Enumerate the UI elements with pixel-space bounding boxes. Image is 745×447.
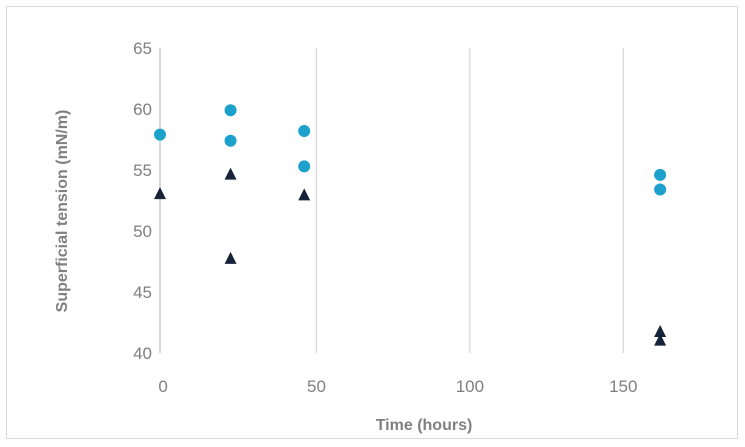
y-tick-label: 55 bbox=[133, 161, 152, 180]
x-tick-label: 150 bbox=[609, 377, 637, 396]
x-tick-label: 50 bbox=[307, 377, 326, 396]
y-tick-label: 45 bbox=[133, 283, 152, 302]
x-tick-label: 100 bbox=[456, 377, 484, 396]
x-tick-label: 0 bbox=[158, 377, 167, 396]
circle-point bbox=[224, 104, 237, 117]
data-series bbox=[154, 104, 667, 346]
triangle-point bbox=[154, 187, 166, 200]
chart-frame bbox=[6, 6, 738, 439]
triangle-point bbox=[654, 325, 667, 338]
circle-point bbox=[154, 128, 166, 141]
circle-point bbox=[654, 183, 667, 196]
x-tick-labels: 0 50 100 150 bbox=[158, 377, 637, 396]
y-tick-label: 60 bbox=[133, 100, 152, 119]
y-tick-label: 40 bbox=[133, 344, 152, 363]
circle-point bbox=[224, 134, 237, 147]
triangle-point bbox=[298, 188, 311, 201]
triangle-series bbox=[154, 167, 667, 346]
triangle-point bbox=[224, 167, 237, 180]
circle-point bbox=[654, 168, 667, 181]
triangle-point bbox=[654, 333, 667, 346]
circle-series bbox=[154, 104, 667, 196]
circle-point bbox=[298, 160, 311, 173]
circle-point bbox=[298, 124, 311, 137]
y-axis-title: Superficial tension (mN/m) bbox=[54, 110, 71, 313]
y-tick-labels: 40 45 50 55 60 65 bbox=[133, 39, 152, 363]
triangle-point bbox=[224, 251, 237, 264]
y-tick-label: 65 bbox=[133, 39, 152, 58]
x-axis-title: Time (hours) bbox=[376, 417, 473, 434]
grid-lines bbox=[315, 48, 624, 353]
y-tick-label: 50 bbox=[133, 222, 152, 241]
